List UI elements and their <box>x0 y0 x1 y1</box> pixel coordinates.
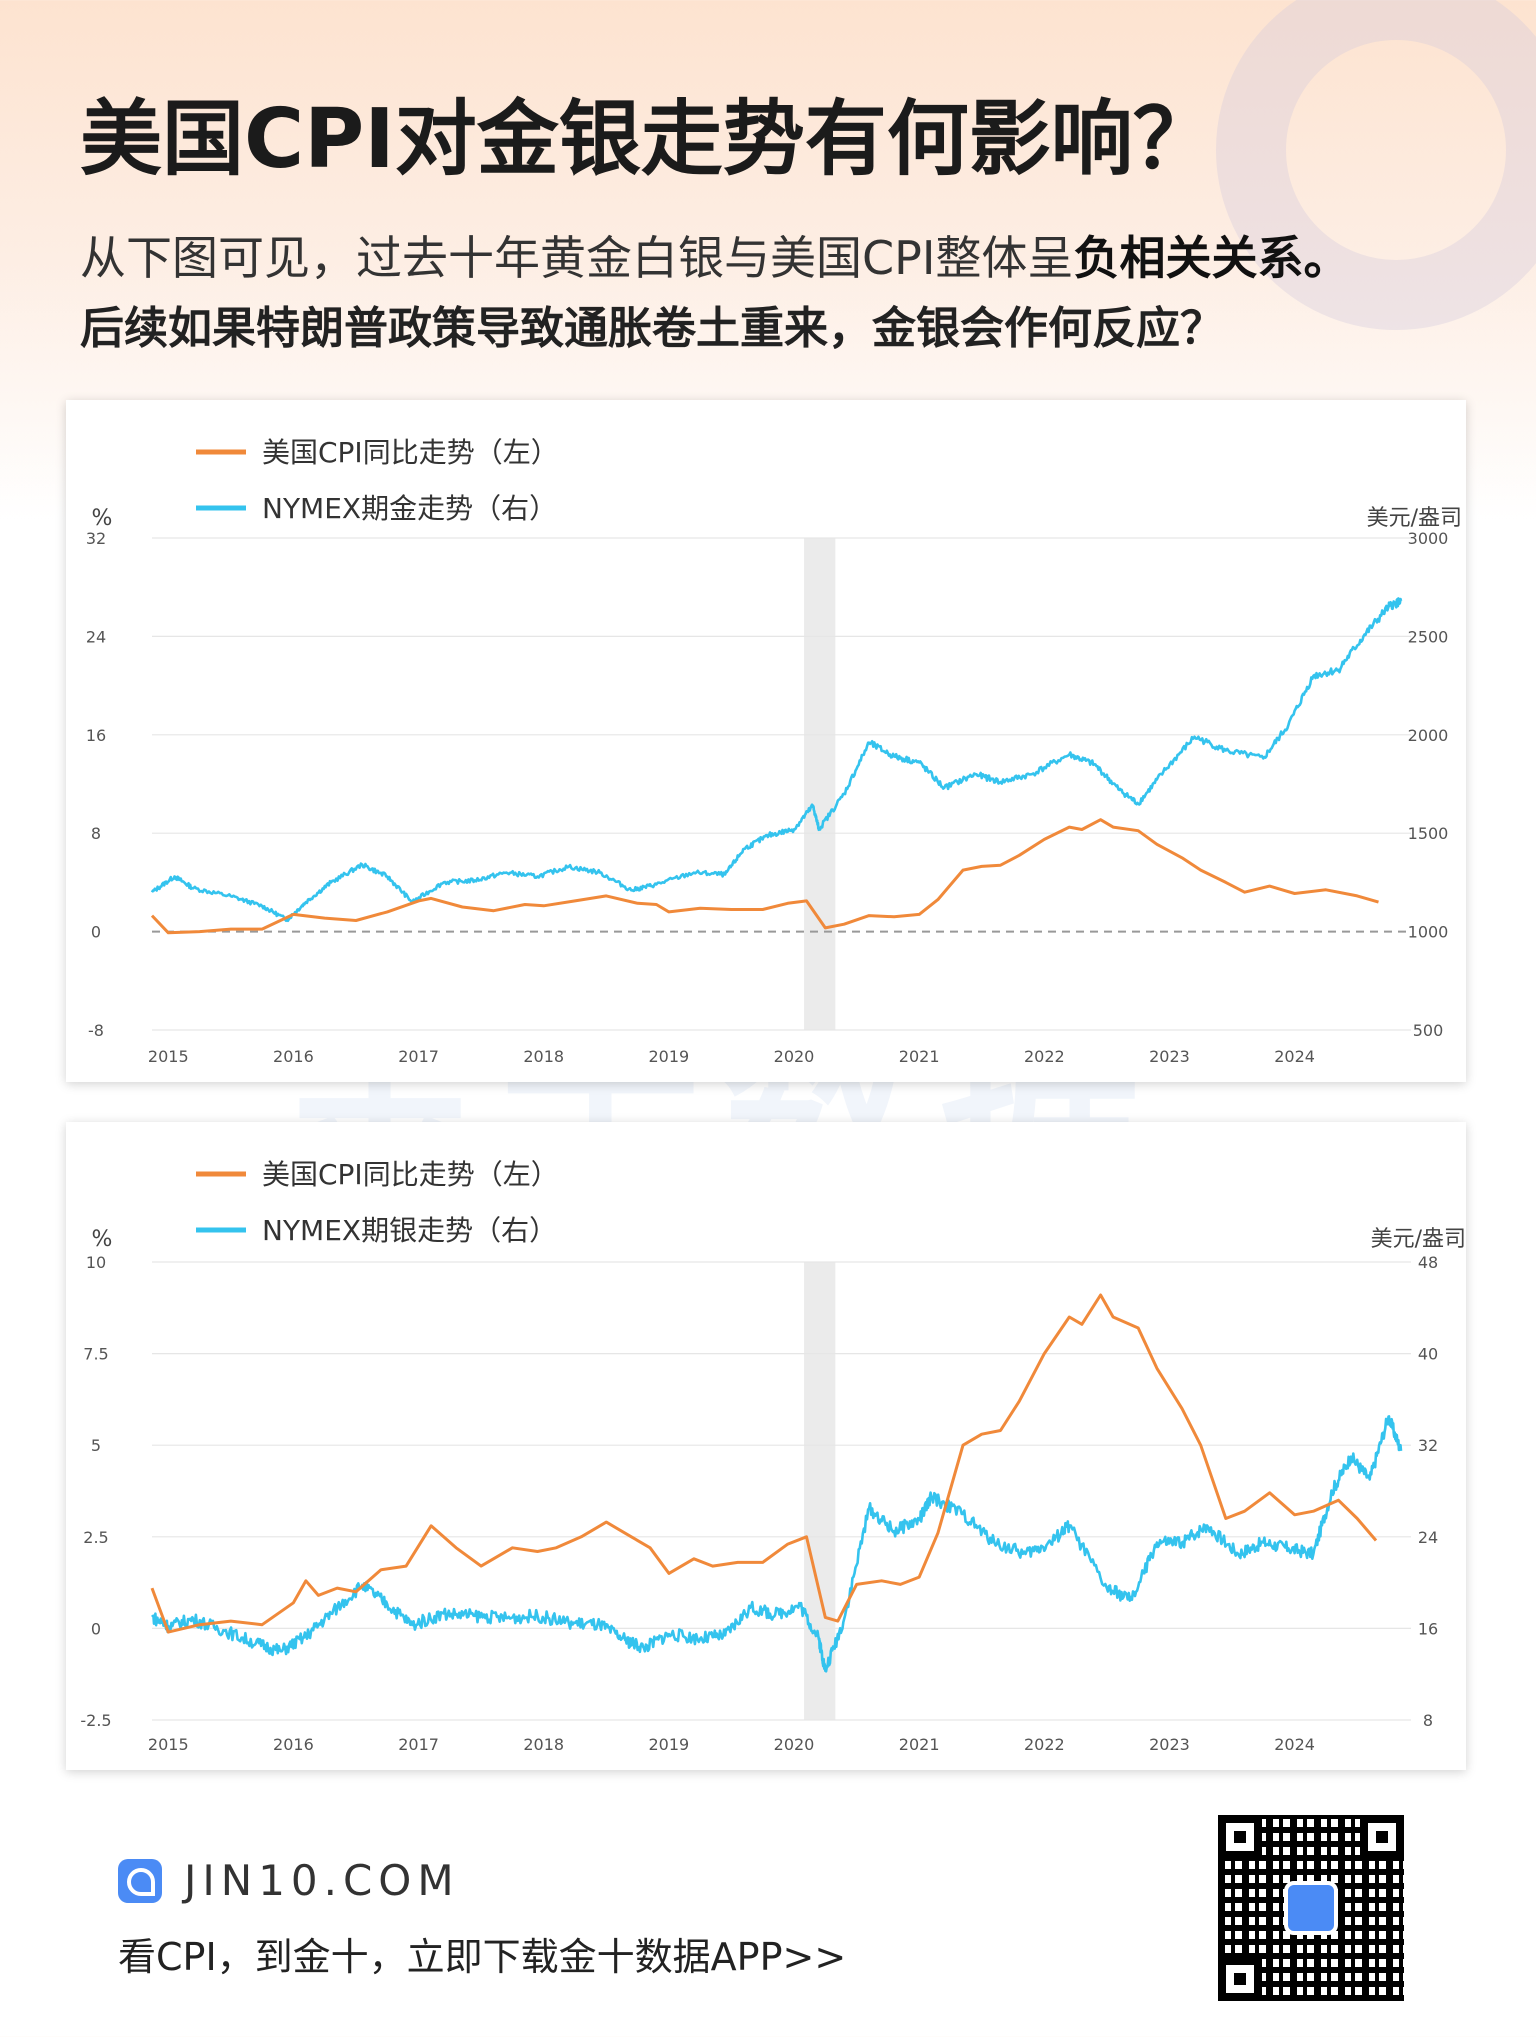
left-tick-label: -8 <box>88 1021 104 1040</box>
qr-finder-top-right <box>1360 1815 1404 1859</box>
right-tick-label: 40 <box>1418 1345 1438 1364</box>
x-tick-label: 2022 <box>1024 1047 1065 1066</box>
right-tick-label: 1500 <box>1408 824 1449 843</box>
metal-series-line <box>150 597 1403 923</box>
qr-finder-bottom-left <box>1218 1957 1262 2001</box>
x-tick-label: 2018 <box>523 1735 564 1754</box>
right-axis-unit: 美元/盎司 <box>1371 1227 1466 1252</box>
x-tick-label: 2016 <box>273 1735 314 1754</box>
legend-label: 美国CPI同比走势（左） <box>262 436 559 469</box>
footer-brand-text: JIN10.COM <box>184 1856 460 1905</box>
right-axis-unit: 美元/盎司 <box>1367 506 1462 531</box>
left-tick-label: 7.5 <box>83 1345 108 1364</box>
left-tick-label: 8 <box>91 824 101 843</box>
right-tick-label: 500 <box>1413 1021 1444 1040</box>
download-cta[interactable]: 看CPI，到金十，立即下载金十数据APP>> <box>118 1935 847 1979</box>
x-tick-label: 2020 <box>774 1735 815 1754</box>
legend-label: NYMEX期金走势（右） <box>262 492 557 525</box>
x-tick-label: 2018 <box>523 1047 564 1066</box>
qr-code[interactable] <box>1218 1815 1404 2001</box>
left-tick-label: 24 <box>86 627 106 646</box>
left-tick-label: 0 <box>91 1619 101 1638</box>
metal-series-line <box>151 1415 1403 1673</box>
left-axis-unit: % <box>92 506 113 531</box>
left-tick-label: 5 <box>91 1436 101 1455</box>
right-tick-label: 32 <box>1418 1436 1438 1455</box>
right-tick-label: 16 <box>1418 1619 1438 1638</box>
right-tick-label: 3000 <box>1408 529 1449 548</box>
legend-label: 美国CPI同比走势（左） <box>262 1158 559 1191</box>
legend-label: NYMEX期银走势（右） <box>262 1214 557 1247</box>
right-tick-label: 2500 <box>1408 627 1449 646</box>
cpi-series-line <box>150 818 1379 935</box>
left-tick-label: 10 <box>86 1253 106 1272</box>
subtitle-plain: 从下图可见，过去十年黄金白银与美国CPI整体呈 <box>80 231 1074 285</box>
x-tick-label: 2023 <box>1149 1735 1190 1754</box>
x-tick-label: 2019 <box>649 1047 690 1066</box>
left-axis-unit: % <box>92 1227 113 1252</box>
gold-chart-card: 32 3000 24 2500 16 2000 8 1500 0 1000 -8 500 2015 201… <box>66 400 1466 1082</box>
silver-cpi-chart: 10 48 7.5 40 5 32 2.5 24 0 16 -2.5 8 2015 2016 2017 201… <box>80 1158 1466 1754</box>
subtitle-question: 后续如果特朗普政策导致通胀卷土重来，金银会作何反应？ <box>80 303 1224 354</box>
x-tick-label: 2021 <box>899 1735 940 1754</box>
left-tick-label: 32 <box>86 529 106 548</box>
qr-finder-top-left <box>1218 1815 1262 1859</box>
x-tick-label: 2015 <box>148 1047 189 1066</box>
x-tick-label: 2024 <box>1274 1735 1315 1754</box>
footer-brand[interactable]: JIN10.COM <box>118 1856 460 1905</box>
x-tick-label: 2017 <box>398 1047 439 1066</box>
x-tick-label: 2022 <box>1024 1735 1065 1754</box>
x-tick-label: 2024 <box>1274 1047 1315 1066</box>
x-tick-label: 2021 <box>899 1047 940 1066</box>
left-tick-label: 0 <box>91 923 101 942</box>
left-tick-label: -2.5 <box>80 1711 111 1730</box>
right-tick-label: 1000 <box>1408 923 1449 942</box>
right-tick-label: 2000 <box>1408 726 1449 745</box>
silver-chart-card: 10 48 7.5 40 5 32 2.5 24 0 16 -2.5 8 2015 2016 2017 201… <box>66 1122 1466 1770</box>
subtitle-bold: 负相关关系。 <box>1073 231 1350 285</box>
right-tick-label: 8 <box>1423 1711 1433 1730</box>
left-tick-label: 16 <box>86 726 106 745</box>
x-tick-label: 2017 <box>398 1735 439 1754</box>
subtitle: 从下图可见，过去十年黄金白银与美国CPI整体呈负相关关系。 <box>80 222 1349 288</box>
x-tick-label: 2015 <box>148 1735 189 1754</box>
cpi-series-line <box>150 1293 1378 1634</box>
x-tick-label: 2019 <box>649 1735 690 1754</box>
gold-cpi-chart: 32 3000 24 2500 16 2000 8 1500 0 1000 -8 500 2015 201… <box>86 436 1462 1066</box>
qr-center-logo-icon <box>1284 1881 1338 1935</box>
page-title: 美国CPI对金银走势有何影响？ <box>80 92 1215 187</box>
jin10-logo-icon <box>118 1858 162 1903</box>
x-tick-label: 2020 <box>774 1047 815 1066</box>
right-tick-label: 24 <box>1418 1528 1438 1547</box>
left-tick-label: 2.5 <box>83 1528 108 1547</box>
x-tick-label: 2023 <box>1149 1047 1190 1066</box>
shaded-region <box>804 538 836 1030</box>
x-tick-label: 2016 <box>273 1047 314 1066</box>
right-tick-label: 48 <box>1418 1253 1438 1272</box>
